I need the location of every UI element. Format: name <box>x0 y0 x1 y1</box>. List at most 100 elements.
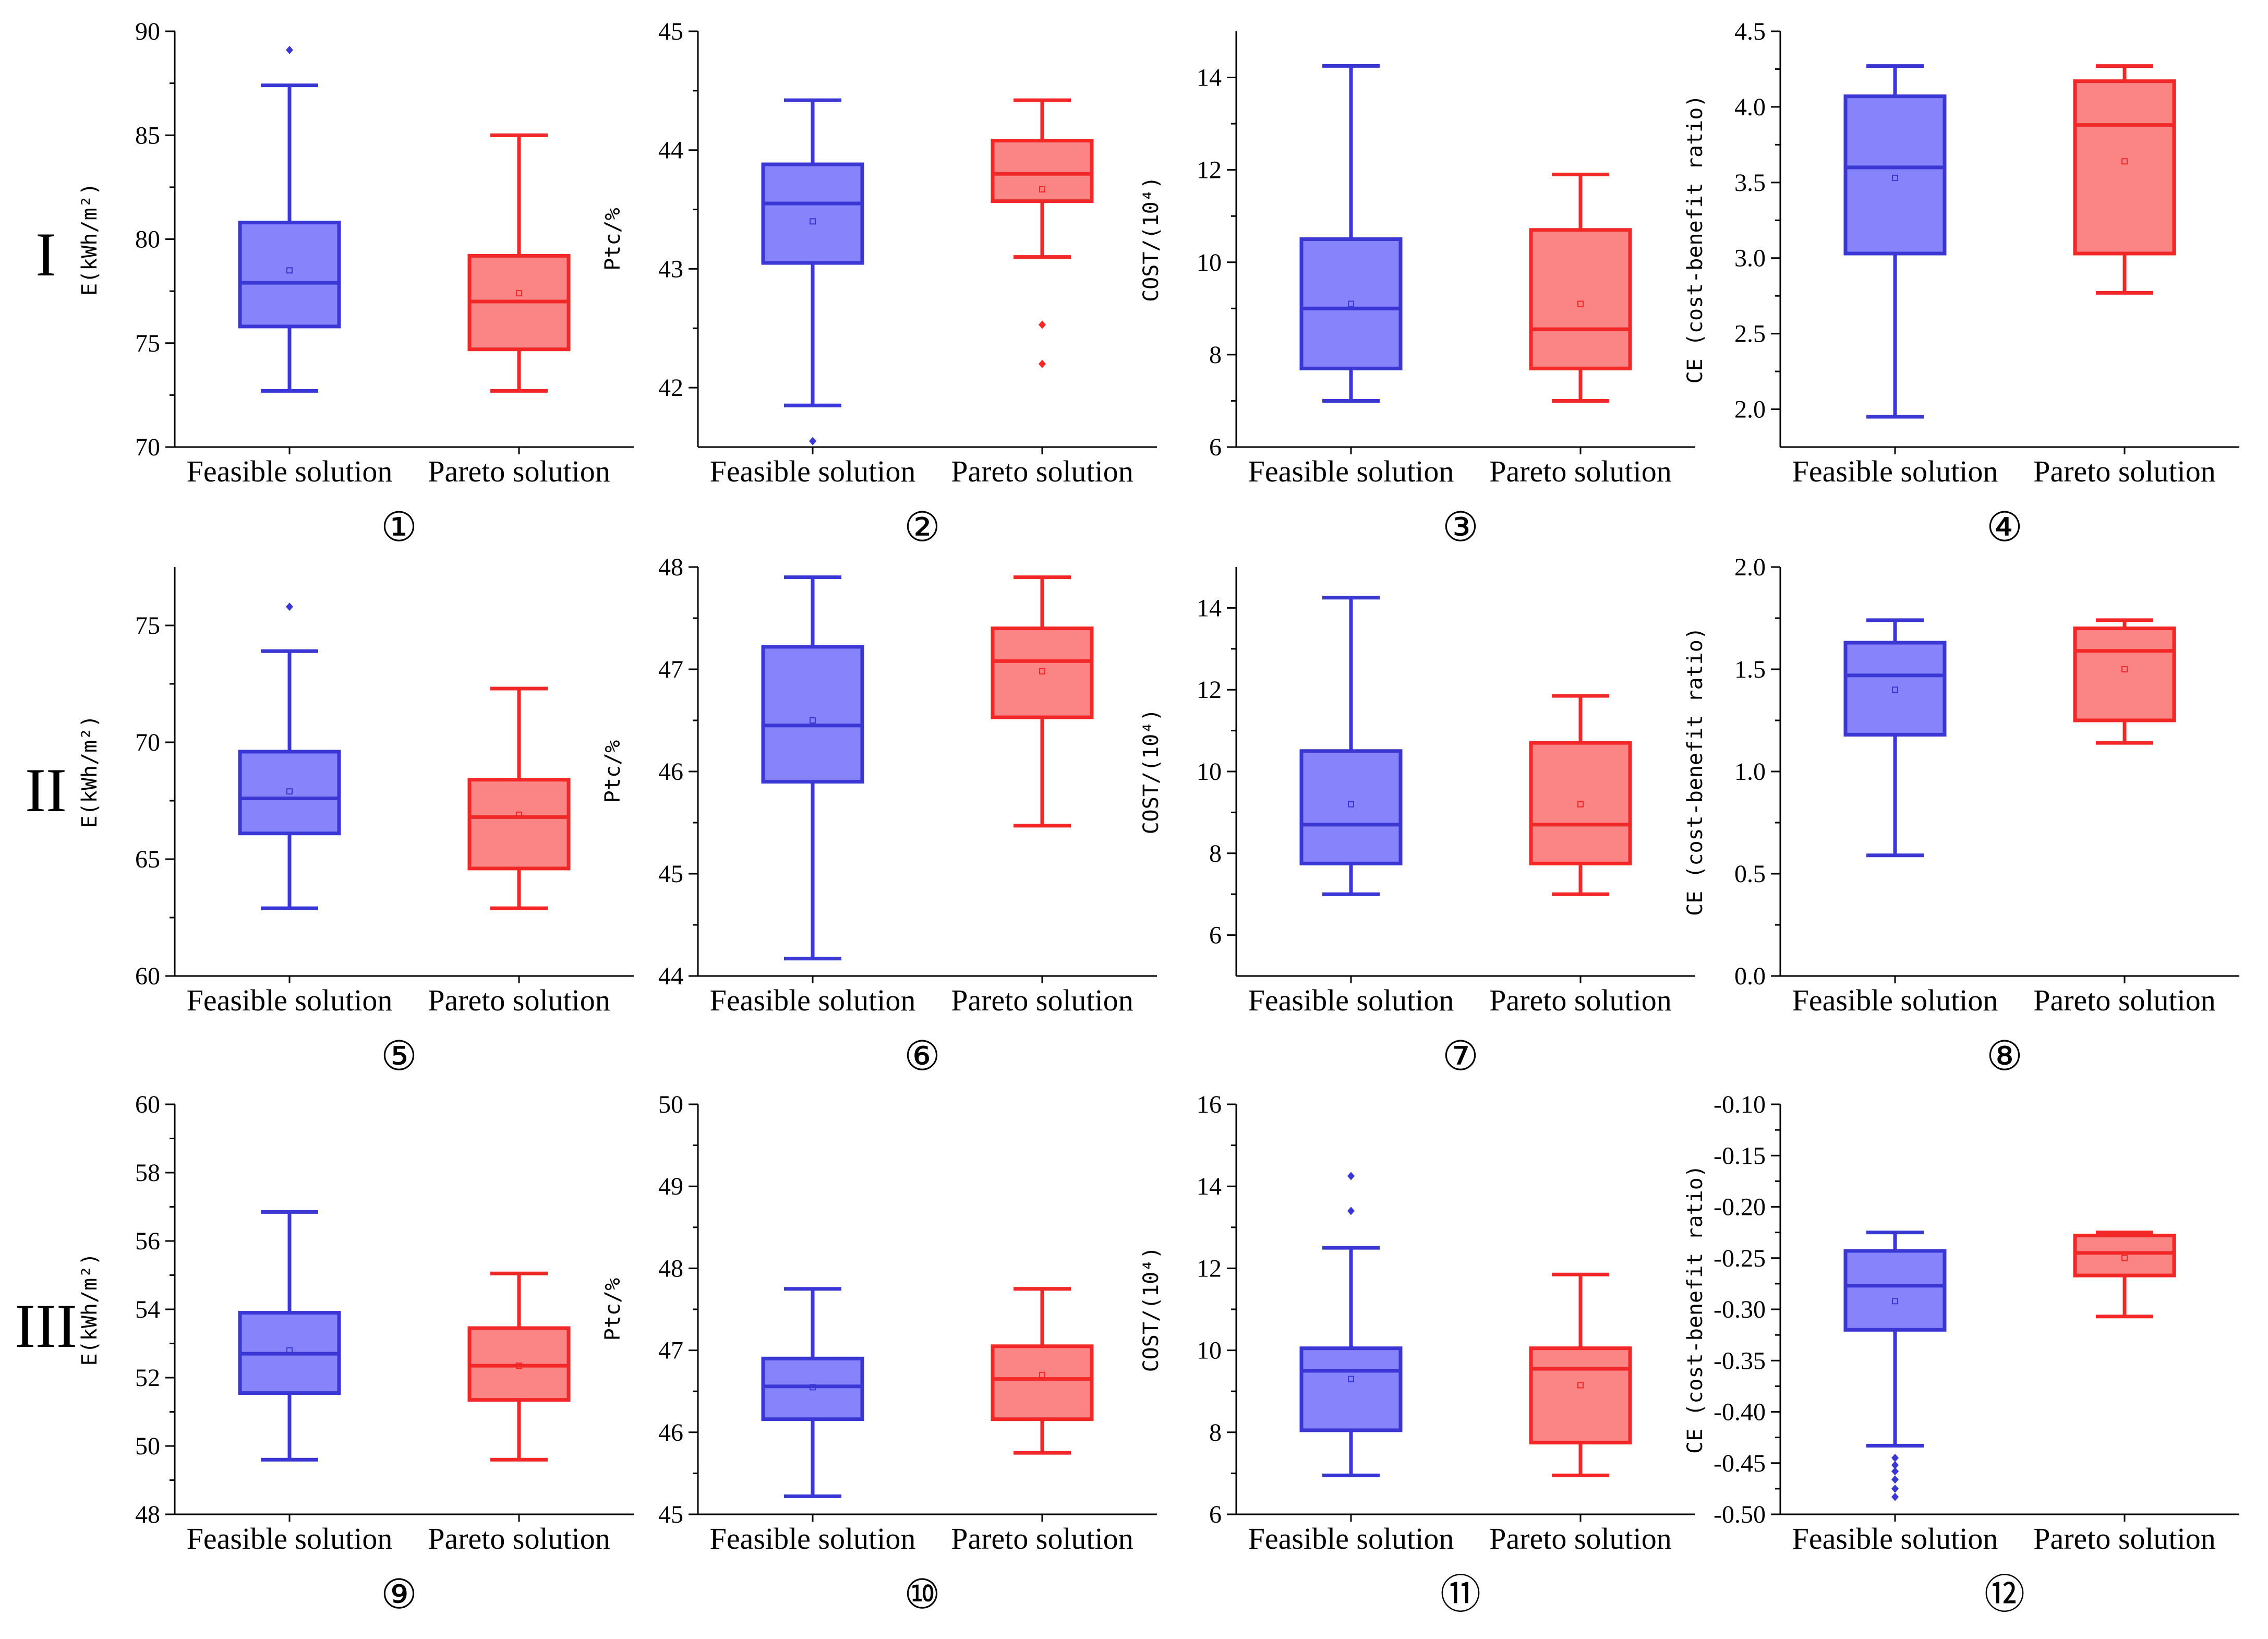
feasible-mean-marker <box>1348 1376 1354 1382</box>
y-tick-label: 58 <box>135 1159 160 1187</box>
panel-number-label: ② <box>904 504 940 550</box>
panel-number-label: ⑤ <box>381 1033 417 1079</box>
x-category-label: Pareto solution <box>951 454 1133 488</box>
pareto-mean-marker <box>1039 1371 1045 1378</box>
y-tick-label: 3.5 <box>1734 169 1766 197</box>
y-tick-label: 60 <box>135 1091 160 1118</box>
pareto-mean-marker <box>516 290 522 297</box>
feasible-mean-marker <box>1348 300 1354 307</box>
y-tick-label: 85 <box>135 122 160 149</box>
y-axis-label: COST/(10⁴) <box>1139 176 1163 302</box>
y-tick-label: 2.0 <box>1734 553 1766 581</box>
panel-number-label: ③ <box>1442 504 1479 550</box>
x-category-label: Pareto solution <box>2033 454 2216 488</box>
chart-panel-9: 48 50 52 54 56 58 60 E(kWh/m²) Feasible solution… <box>78 1091 634 1617</box>
feasible-box <box>1843 641 1947 737</box>
feasible-mean-marker <box>810 1384 816 1391</box>
feasible-mean-marker <box>286 788 293 795</box>
y-tick-label: 47 <box>658 1337 683 1365</box>
x-category-label: Feasible solution <box>710 1522 916 1556</box>
feasible-outlier-point <box>809 437 816 445</box>
y-tick-label: 6 <box>1209 922 1222 949</box>
y-tick-label: 45 <box>658 1501 683 1528</box>
pareto-box <box>2073 626 2176 722</box>
x-category-label: Pareto solution <box>1489 983 1672 1017</box>
feasible-box <box>761 1356 864 1421</box>
y-tick-label: 2.5 <box>1734 320 1766 348</box>
y-tick-label: 8 <box>1209 840 1222 867</box>
x-category-label: Feasible solution <box>187 1522 393 1556</box>
pareto-box <box>467 778 571 871</box>
y-tick-label: 48 <box>658 553 683 581</box>
pareto-mean-marker <box>2121 158 2128 165</box>
y-axis-label: COST/(10⁴) <box>1139 709 1163 835</box>
x-category-label: Pareto solution <box>428 983 610 1017</box>
y-tick-label: 4.0 <box>1734 93 1766 121</box>
y-tick-label: -0.25 <box>1714 1245 1766 1272</box>
y-axis-label: CE (cost-benefit ratio) <box>1683 1165 1707 1454</box>
panel-number-label: ④ <box>1986 504 2023 550</box>
y-tick-label: 1.0 <box>1734 758 1766 786</box>
x-category-label: Pareto solution <box>1489 454 1672 488</box>
y-tick-label: 16 <box>1197 1091 1222 1118</box>
x-category-label: Pareto solution <box>428 454 610 488</box>
y-tick-label: 80 <box>135 226 160 254</box>
panel-number-label: ⑫ <box>1984 1572 2025 1617</box>
panel-number-label: ⑩ <box>904 1572 940 1617</box>
y-tick-label: 56 <box>135 1227 160 1255</box>
y-tick-label: 45 <box>658 860 683 888</box>
y-axis-label: E(kWh/m²) <box>78 183 102 296</box>
y-tick-label: 10 <box>1197 758 1222 786</box>
panel-number-label: ⑥ <box>904 1033 940 1079</box>
feasible-outlier-point <box>1891 1484 1899 1493</box>
row-label-3: III <box>15 1291 77 1360</box>
y-tick-label: 46 <box>658 758 683 786</box>
y-axis-label: COST/(10⁴) <box>1139 1247 1163 1372</box>
feasible-mean-marker <box>810 218 816 225</box>
panel-number-label: ⑦ <box>1442 1033 1479 1079</box>
chart-panel-6: 44 45 46 47 48 Ptc/% Feasible solution Pareto s… <box>601 553 1157 1079</box>
y-tick-label: 44 <box>658 137 683 164</box>
y-tick-label: 6 <box>1209 1501 1222 1528</box>
feasible-box <box>761 162 864 265</box>
pareto-box <box>2073 79 2176 256</box>
feasible-outlier-point <box>1891 1467 1899 1476</box>
pareto-box <box>991 1344 1094 1421</box>
y-axis-label: Ptc/% <box>601 208 625 270</box>
x-category-label: Pareto solution <box>951 1522 1133 1556</box>
chart-panel-2: 42 43 44 45 Ptc/% Feasible solution Pareto sol… <box>601 18 1157 550</box>
y-tick-label: 75 <box>135 612 160 640</box>
pareto-mean-marker <box>2121 666 2128 672</box>
feasible-mean-marker <box>1892 175 1898 182</box>
feasible-outlier-point <box>1347 1172 1355 1180</box>
y-tick-label: 49 <box>658 1173 683 1200</box>
feasible-outlier-point <box>286 602 293 611</box>
feasible-box <box>238 221 341 329</box>
feasible-mean-marker <box>1892 1298 1898 1305</box>
feasible-box <box>1299 1346 1403 1432</box>
y-tick-label: -0.35 <box>1714 1347 1766 1375</box>
x-category-label: Feasible solution <box>1792 454 1998 488</box>
y-tick-label: 4.5 <box>1734 18 1766 45</box>
pareto-box <box>1529 228 1632 370</box>
y-tick-label: 46 <box>658 1419 683 1447</box>
feasible-mean-marker <box>1348 801 1354 808</box>
x-category-label: Pareto solution <box>1489 1522 1672 1556</box>
chart-panel-12: -0.50 -0.45 -0.40 -0.35 -0.30 -0.25 -0.20 -0.15… <box>1683 1091 2239 1617</box>
y-tick-label: 54 <box>135 1296 160 1323</box>
panel-number-label: ⑪ <box>1440 1572 1481 1617</box>
x-category-label: Feasible solution <box>1248 983 1454 1017</box>
x-category-label: Feasible solution <box>187 983 393 1017</box>
pareto-outlier-point <box>1039 320 1046 329</box>
y-tick-label: 12 <box>1197 676 1222 704</box>
chart-panel-1: 70 75 80 85 90 E(kWh/m²) Feasible solution Pare… <box>78 18 634 550</box>
pareto-mean-marker <box>1039 186 1045 192</box>
y-tick-label: 52 <box>135 1364 160 1392</box>
y-tick-label: 70 <box>135 433 160 461</box>
y-tick-label: -0.40 <box>1714 1399 1766 1426</box>
y-axis-label: Ptc/% <box>601 1278 625 1341</box>
y-tick-label: 10 <box>1197 1337 1222 1365</box>
x-category-label: Feasible solution <box>1792 983 1998 1017</box>
